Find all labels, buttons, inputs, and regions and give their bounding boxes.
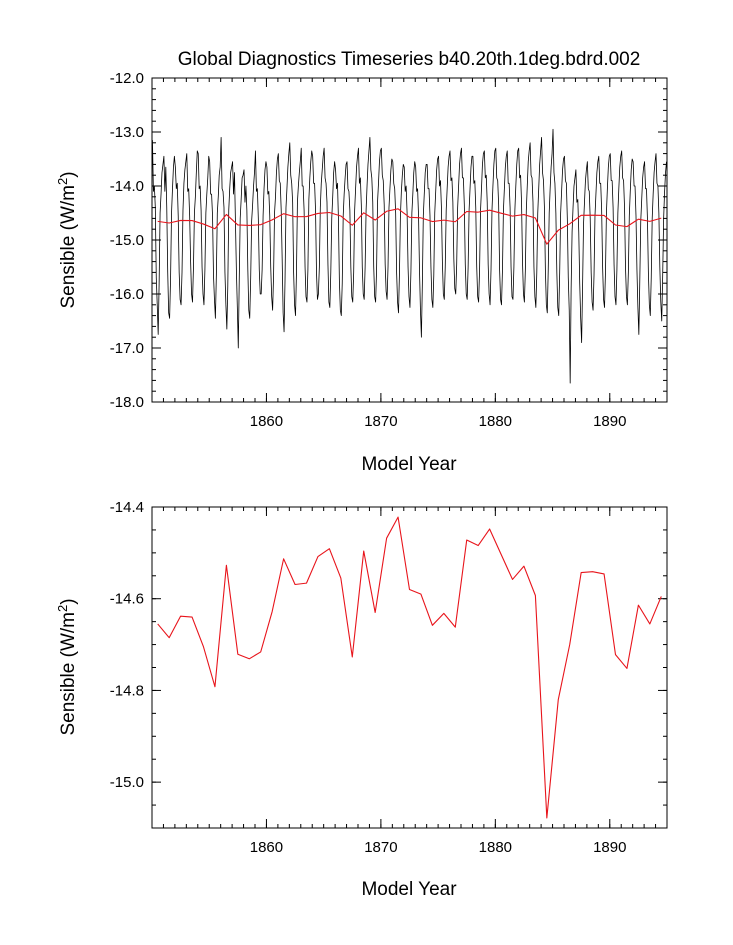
- y-tick-label: -14.4: [110, 499, 144, 516]
- y-tick-label: -14.0: [110, 178, 144, 195]
- y-tick-label: -18.0: [110, 394, 144, 411]
- bottom-series-group: [158, 517, 662, 818]
- bottom-plot-frame: [152, 507, 667, 828]
- x-tick-label: 1860: [250, 413, 283, 430]
- annual-mean-series-line: [158, 209, 662, 244]
- bottom-y-axis-label-tail: ): [58, 598, 79, 604]
- y-tick-label: -15.0: [110, 774, 144, 791]
- y-tick-label: -15.0: [110, 232, 144, 249]
- y-tick-label: -13.0: [110, 124, 144, 141]
- top-x-axis-label: Model Year: [361, 454, 457, 475]
- x-tick-label: 1870: [364, 839, 397, 856]
- top-series-group: [152, 129, 666, 383]
- annual-mean-series-line: [158, 517, 662, 818]
- bottom-x-axis-label: Model Year: [361, 879, 457, 900]
- bottom-axis-ticks: 1860 1870 1880 1890 -15.0 -14.8 -14.6 -14.4: [110, 499, 667, 856]
- figure: Global Diagnostics Timeseries b40.20th.1…: [0, 0, 733, 945]
- x-tick-label: 1870: [364, 413, 397, 430]
- x-tick-label: 1860: [250, 839, 283, 856]
- chart-title: Global Diagnostics Timeseries b40.20th.1…: [178, 49, 641, 70]
- y-tick-label: -14.8: [110, 682, 144, 699]
- top-y-axis-label: Sensible (W/m2): [55, 171, 80, 308]
- x-tick-label: 1880: [479, 413, 512, 430]
- y-tick-label: -12.0: [110, 70, 144, 87]
- x-tick-label: 1880: [479, 839, 512, 856]
- top-plot-frame: [152, 78, 667, 402]
- y-tick-label: -16.0: [110, 286, 144, 303]
- bottom-y-axis-label: Sensible (W/m2): [55, 598, 80, 735]
- monthly-series-line: [152, 129, 666, 383]
- y-tick-label: -17.0: [110, 340, 144, 357]
- x-tick-label: 1890: [593, 413, 626, 430]
- top-panel: 1860 1870 1880 1890 -18.0 -17.0 -16.0 -15.0 -14.…: [55, 70, 668, 475]
- top-y-axis-label-tail: ): [58, 171, 79, 177]
- bottom-y-axis-label-main: Sensible (W/m: [58, 612, 79, 736]
- x-tick-label: 1890: [593, 839, 626, 856]
- top-y-axis-label-sup: 2: [55, 178, 70, 185]
- bottom-panel: 1860 1870 1880 1890 -15.0 -14.8 -14.6 -14.4 Mod…: [55, 499, 668, 900]
- bottom-y-axis-label-sup: 2: [55, 605, 70, 612]
- top-y-axis-label-main: Sensible (W/m: [58, 185, 79, 309]
- y-tick-label: -14.6: [110, 591, 144, 608]
